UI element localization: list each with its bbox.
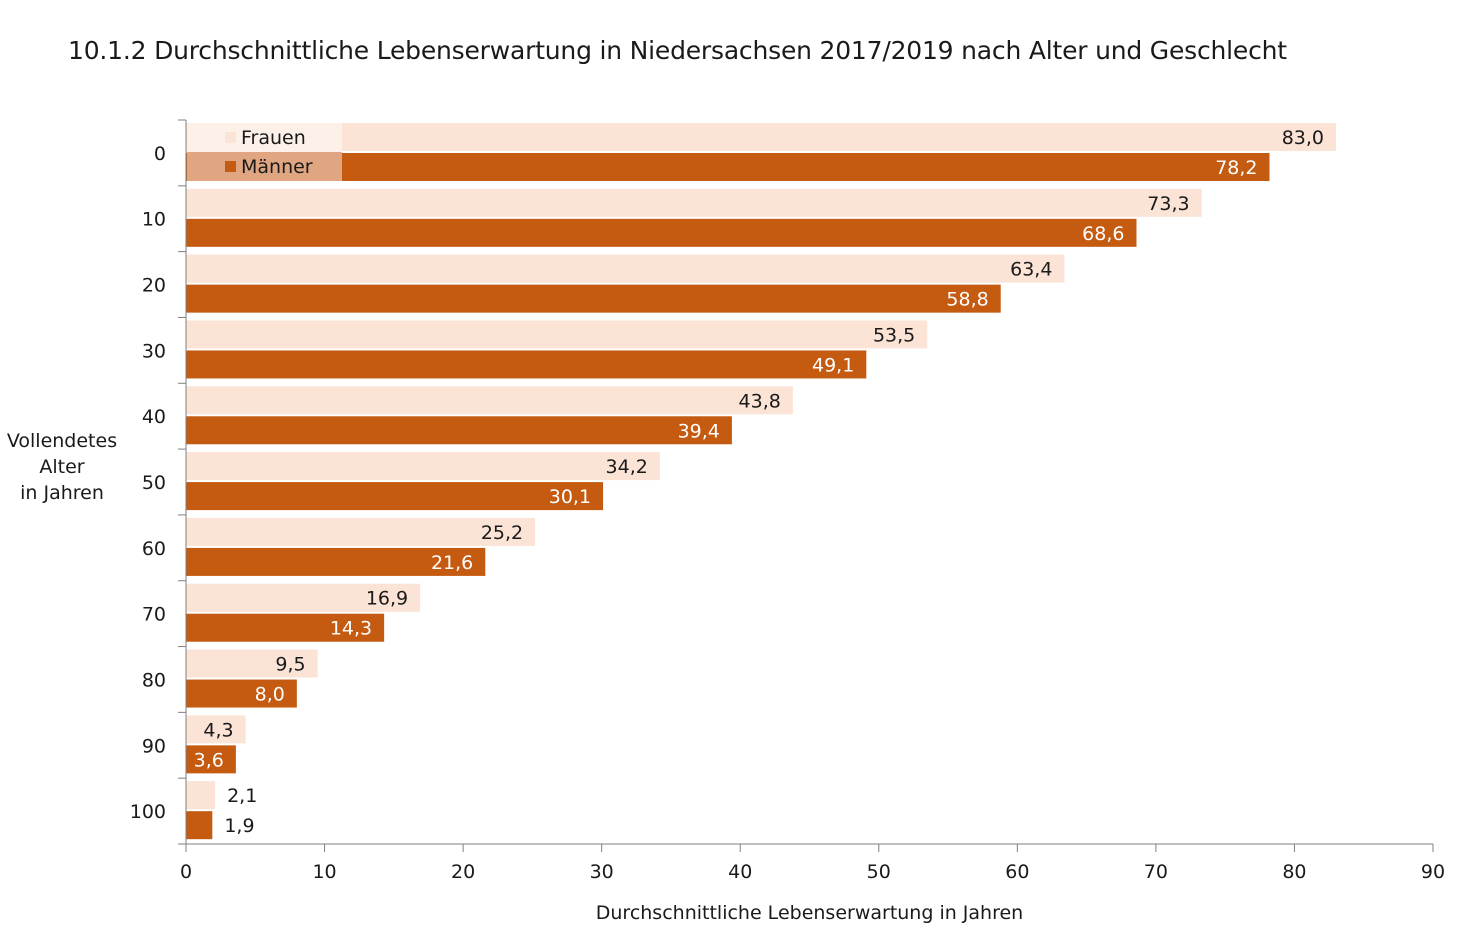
data-label-maenner: 58,8 [946, 289, 988, 311]
data-label-maenner: 8,0 [255, 684, 285, 706]
y-tick-label: 10 [142, 209, 166, 231]
x-axis-label: Durchschnittliche Lebenserwartung in Jah… [595, 902, 1024, 924]
y-tick-label: 0 [154, 143, 166, 165]
bar-maenner [186, 284, 1001, 313]
data-label-maenner: 78,2 [1215, 157, 1257, 179]
bar-frauen [186, 649, 318, 678]
y-axis-label: Vollendetes Alter in Jahren [0, 428, 124, 506]
x-tick-label: 10 [312, 861, 336, 883]
y-tick-label: 60 [142, 538, 166, 560]
data-label-frauen: 2,1 [227, 785, 257, 807]
bar-frauen [186, 386, 793, 415]
data-label-maenner: 68,6 [1082, 223, 1124, 245]
bar-frauen [186, 320, 928, 349]
bar-frauen [186, 188, 1202, 217]
y-tick-label: 30 [142, 340, 166, 362]
legend-swatch-frauen [225, 132, 236, 143]
data-label-frauen: 63,4 [1010, 259, 1052, 281]
y-axis-label-line-2: Alter [39, 456, 85, 478]
y-axis-label-line-1: Vollendetes [6, 430, 118, 452]
x-tick-label: 70 [1144, 861, 1168, 883]
y-tick-label: 40 [142, 406, 166, 428]
y-tick-label: 20 [142, 275, 166, 297]
data-label-frauen: 25,2 [481, 522, 523, 544]
legend-bg-maenner [187, 152, 342, 181]
bar-maenner [186, 153, 1270, 181]
y-tick-label: 70 [142, 604, 166, 626]
legend-swatch-maenner [225, 161, 236, 172]
data-label-frauen: 73,3 [1147, 193, 1189, 215]
data-label-frauen: 16,9 [366, 588, 408, 610]
bar-maenner [186, 745, 236, 774]
y-tick-label: 100 [130, 801, 166, 823]
data-label-maenner: 14,3 [330, 618, 372, 640]
chart-title: 10.1.2 Durchschnittliche Lebenserwartung… [68, 36, 1287, 65]
bar-maenner [186, 679, 297, 708]
bar-maenner [186, 547, 486, 576]
bar-frauen [186, 452, 660, 481]
bar-frauen [186, 583, 421, 612]
data-label-frauen: 34,2 [606, 456, 648, 478]
x-tick-label: 60 [1005, 861, 1029, 883]
bar-frauen [186, 123, 1337, 151]
data-label-frauen: 4,3 [203, 719, 233, 741]
legend-bg-frauen [187, 123, 342, 152]
data-label-maenner: 39,4 [678, 420, 720, 442]
x-tick-label: 80 [1282, 861, 1306, 883]
data-label-maenner: 1,9 [224, 815, 254, 837]
bar-frauen [186, 781, 216, 810]
bar-maenner [186, 350, 867, 379]
bar-frauen [186, 715, 246, 744]
data-label-maenner: 21,6 [431, 552, 473, 574]
legend-label-frauen: Frauen [241, 127, 306, 149]
bar-frauen [186, 254, 1065, 283]
data-label-frauen: 53,5 [873, 324, 915, 346]
data-label-maenner: 3,6 [194, 749, 224, 771]
bar-maenner [186, 613, 385, 642]
data-label-maenner: 30,1 [549, 486, 591, 508]
legend-label-maenner: Männer [241, 156, 313, 178]
bar-maenner [186, 482, 604, 511]
data-label-frauen: 9,5 [275, 654, 305, 676]
y-tick-label: 80 [142, 669, 166, 691]
data-label-frauen: 83,0 [1282, 127, 1324, 149]
bar-maenner [186, 218, 1137, 247]
x-tick-label: 20 [451, 861, 475, 883]
y-tick-label: 90 [142, 735, 166, 757]
data-label-frauen: 43,8 [739, 390, 781, 412]
x-tick-label: 40 [728, 861, 752, 883]
data-label-maenner: 49,1 [812, 354, 854, 376]
y-axis-label-line-3: in Jahren [20, 482, 104, 504]
bar-frauen [186, 517, 536, 546]
x-tick-label: 0 [180, 861, 192, 883]
bar-maenner [186, 416, 732, 445]
y-tick-label: 50 [142, 472, 166, 494]
x-tick-label: 50 [867, 861, 891, 883]
x-tick-label: 90 [1421, 861, 1445, 883]
x-tick-label: 30 [590, 861, 614, 883]
bar-maenner [186, 811, 213, 840]
